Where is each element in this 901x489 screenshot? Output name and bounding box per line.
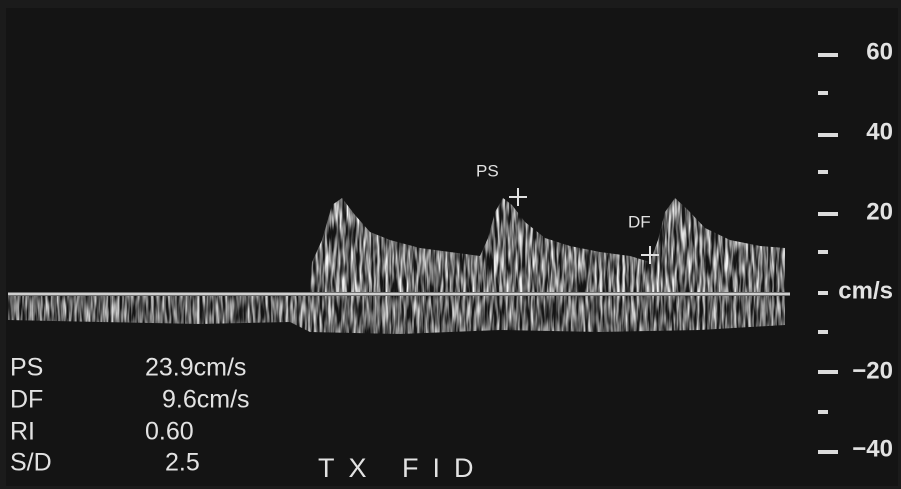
measurement-value: 23.9cm/s xyxy=(145,354,246,382)
measurement-label: DF xyxy=(10,386,43,414)
scale-label: 20 xyxy=(866,198,893,225)
measurement-value: 9.6cm/s xyxy=(162,386,250,414)
scale-label: −20 xyxy=(852,357,893,384)
measurement-value: 0.60 xyxy=(145,418,194,446)
measurement-label: S/D xyxy=(10,449,52,477)
marker-label: DF xyxy=(628,212,651,231)
measurement-value: 2.5 xyxy=(165,449,200,477)
footer-text: TX FID xyxy=(318,453,488,483)
doppler-screen: PS DF TX FID 60 40 20 cm/s −20 −40 PS 23.9cm/s… xyxy=(0,0,901,489)
scale-label: 40 xyxy=(866,118,893,145)
scale-label: cm/s xyxy=(838,277,893,304)
measurement-label: RI xyxy=(10,418,35,446)
measurement-label: PS xyxy=(10,354,43,382)
scale-label: −40 xyxy=(852,435,893,462)
scale-label: 60 xyxy=(866,38,893,65)
marker-label: PS xyxy=(476,161,499,180)
